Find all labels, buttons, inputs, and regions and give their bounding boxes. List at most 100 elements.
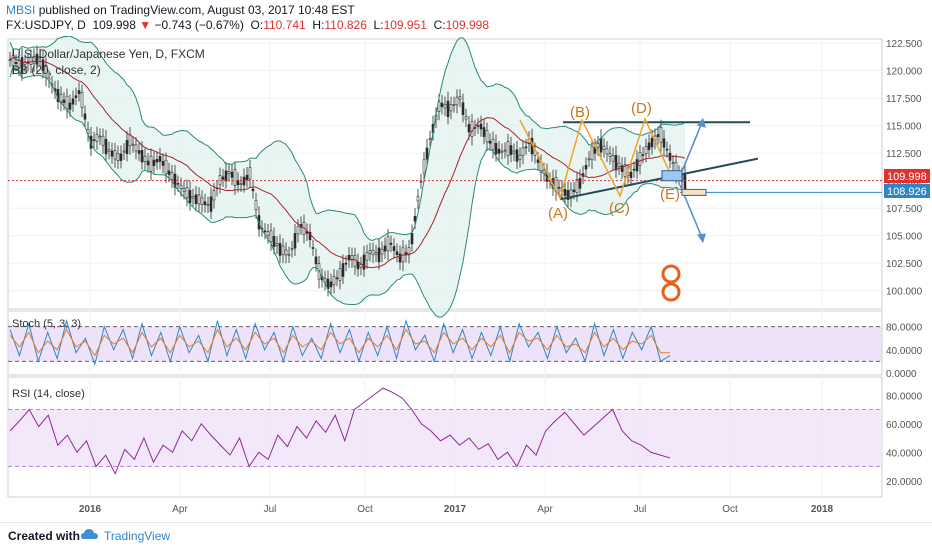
candle-body (206, 203, 210, 206)
candle-body (587, 158, 591, 161)
candle-body (584, 165, 588, 170)
candle-body (638, 152, 642, 166)
candle-body (557, 186, 561, 189)
candle-body (248, 167, 252, 180)
candle-body (383, 245, 387, 252)
candle-body (131, 143, 135, 146)
rsi-pane-title: RSI (14, close) (12, 388, 85, 400)
candle-body (146, 160, 150, 166)
candle-body (164, 159, 168, 175)
candle-body (287, 253, 291, 256)
candle-body (188, 190, 192, 204)
candle-body (62, 99, 66, 103)
tradingview-brand[interactable]: TradingView (104, 529, 171, 543)
candle-body (392, 246, 396, 252)
candle-body (623, 164, 627, 177)
candle-body (107, 149, 111, 152)
candle-body (506, 141, 510, 156)
candle-body (620, 165, 624, 172)
candle-body (449, 104, 453, 112)
candle-body (125, 140, 129, 154)
stoch-pane-title: Stoch (5, 3, 3) (12, 318, 81, 330)
candle-body (479, 123, 483, 130)
stoch-d-line (9, 328, 670, 357)
candle-body (344, 262, 348, 265)
candle-body (185, 186, 189, 198)
candle-body (632, 168, 636, 171)
candle-body (332, 276, 336, 286)
bb-fill-area (10, 36, 685, 318)
candle-body (68, 102, 72, 110)
candle-body (182, 188, 186, 192)
candle-body (20, 57, 24, 74)
candle-body (74, 95, 78, 98)
candle-body (419, 180, 423, 183)
candle-body (512, 150, 516, 154)
candle-body (266, 231, 270, 236)
low-label: L: (373, 18, 384, 32)
publisher-name[interactable]: MBSI (6, 3, 36, 17)
candle-body (446, 100, 450, 117)
candle-body (386, 236, 390, 252)
stoch-tick-label: 0.0000 (886, 369, 917, 380)
candle-body (485, 130, 489, 143)
candle-body (572, 189, 576, 193)
candle-body (518, 154, 522, 160)
candle-body (116, 153, 120, 161)
candle-body (575, 179, 579, 193)
candle-body (311, 247, 315, 249)
target-box-lower (681, 188, 707, 196)
candle-body (470, 121, 474, 137)
candle-body (152, 159, 156, 166)
candle-body (563, 189, 567, 196)
candle-body (617, 162, 621, 168)
candle-body (602, 145, 606, 150)
candle-body (464, 116, 468, 120)
candle-body (32, 55, 36, 64)
candle-body (167, 170, 171, 175)
candle-body (209, 196, 213, 212)
candle-body (218, 175, 222, 186)
candle-body (281, 245, 285, 255)
candle-body (254, 200, 258, 211)
last-price-tag (884, 169, 930, 183)
candle-body (329, 281, 333, 288)
candle-body (35, 53, 39, 65)
candle-body (110, 150, 114, 157)
rsi-line (9, 387, 671, 475)
candle-body (596, 143, 600, 148)
candle-body (515, 149, 519, 162)
candle-body (230, 171, 234, 178)
candle-body (461, 102, 465, 115)
candle-body (611, 154, 615, 162)
rsi-tick-label: 40.0000 (886, 448, 923, 459)
candle-body (659, 127, 663, 143)
candle-body (605, 148, 609, 155)
candle-body (92, 139, 96, 141)
candle-body (161, 161, 165, 166)
change-value: −0.743 (−0.67%) (154, 18, 244, 32)
candle-body (683, 173, 687, 190)
candle-body (29, 56, 33, 65)
candle-body (536, 159, 540, 163)
candle-body (368, 250, 372, 254)
candle-body (425, 147, 429, 160)
candle-body (155, 159, 159, 163)
price-pane-title: U.S. Dollar/Japanese Yen, D, FXCM (12, 47, 205, 61)
target-box-upper (661, 170, 683, 182)
wave-label-e: (E) (660, 186, 680, 203)
candle-body (482, 127, 486, 137)
candle-body (365, 252, 369, 261)
level-price-tag-label: 108.926 (887, 186, 927, 198)
candle-body (590, 145, 594, 161)
candle-body (221, 176, 225, 180)
wave-label-a: (A) (548, 205, 568, 222)
price-tick-label: 105.000 (886, 232, 923, 243)
candle-body (224, 170, 228, 182)
close-value: 109.998 (445, 18, 490, 32)
chart-area[interactable]: 122.500120.000117.500115.000112.500110.0… (0, 36, 932, 522)
candle-body (227, 171, 231, 175)
time-tick-label: Oct (722, 504, 738, 515)
candle-body (389, 242, 393, 245)
candle-body (578, 178, 582, 189)
